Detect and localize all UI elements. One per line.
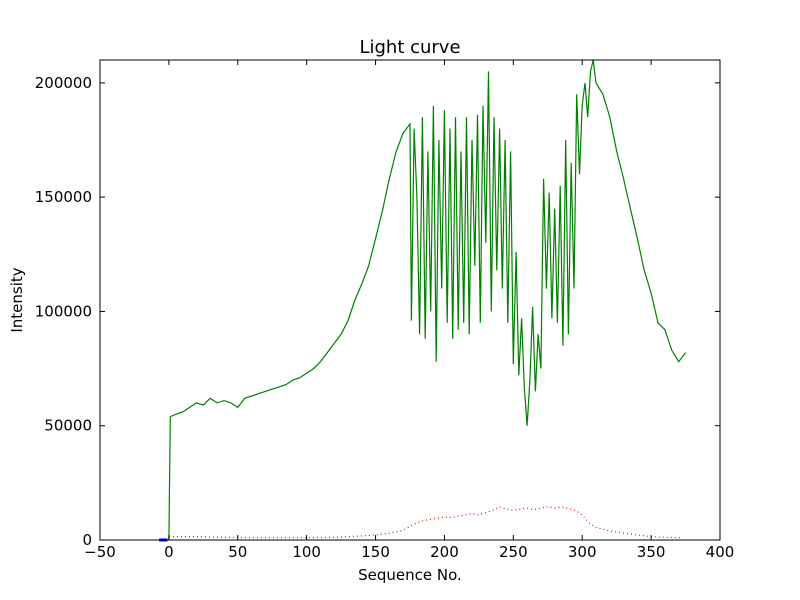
chart-title: Light curve: [359, 37, 460, 58]
y-tick-label: 0: [82, 531, 92, 549]
x-tick-label: 100: [292, 543, 321, 561]
x-tick-label: 350: [637, 543, 666, 561]
y-tick-label: 100000: [35, 302, 92, 320]
x-tick-label: 400: [706, 543, 735, 561]
y-tick-label: 200000: [35, 74, 92, 92]
x-tick-label: −50: [84, 543, 116, 561]
x-tick-label: 200: [430, 543, 459, 561]
x-tick-label: 50: [228, 543, 247, 561]
y-tick-label: 150000: [35, 188, 92, 206]
y-tick-label: 50000: [44, 417, 92, 435]
series-line-1: [168, 59, 687, 541]
x-axis-title: Sequence No.: [358, 566, 462, 584]
x-tick-label: 300: [568, 543, 597, 561]
x-tick-label: 250: [499, 543, 528, 561]
y-axis-title: Intensity: [8, 267, 26, 332]
series-line-2: [168, 506, 682, 539]
x-tick-label: 0: [164, 543, 174, 561]
axes-frame: [99, 59, 721, 541]
axes-layer: −50 0 50 100 150 200 250 300 350 4000500001000001…: [35, 59, 735, 561]
x-tick-label: 150: [361, 543, 390, 561]
